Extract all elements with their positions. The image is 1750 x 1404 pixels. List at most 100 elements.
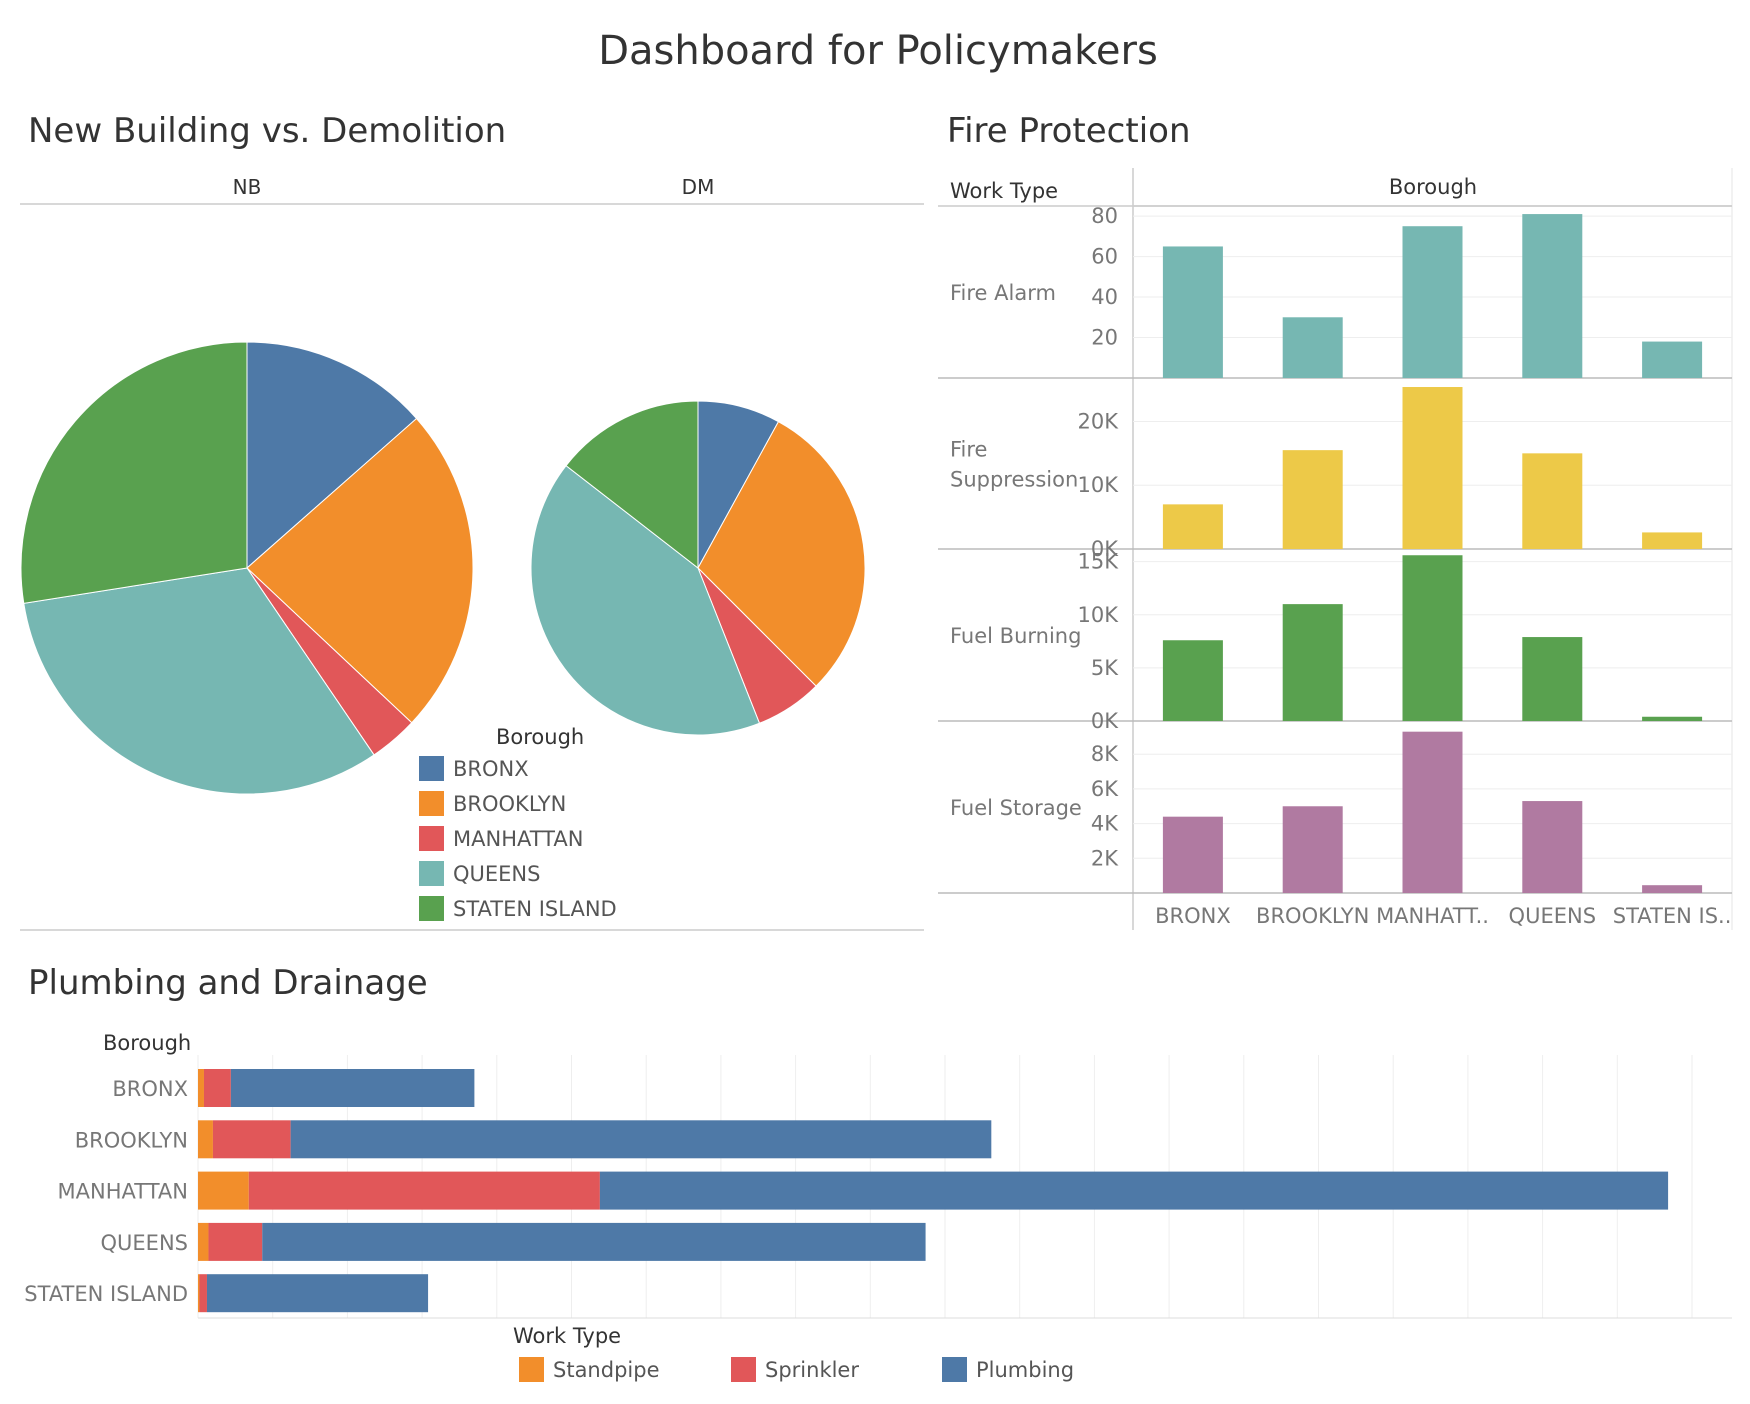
fire-section-title: Fire Protection	[947, 111, 1191, 151]
legend-label-manhattan: MANHATTAN	[453, 827, 583, 851]
fire-tick-fuel-storage-8k: 8K	[1091, 742, 1119, 766]
fire-bar-fuel-burning-brooklyn	[1282, 604, 1343, 721]
legend-swatch-standpipe	[519, 1357, 544, 1382]
plumbing-row-label-bronx: BRONX	[112, 1077, 188, 1101]
fire-bar-fire-suppression-bronx	[1162, 504, 1223, 549]
fire-bar-fire-suppression-staten-is	[1642, 532, 1703, 549]
fire-row-label-fire-suppression-line-0: Fire	[950, 438, 987, 462]
pie-nb-header: NB	[233, 175, 262, 199]
fire-bar-fuel-storage-manhatt	[1402, 731, 1463, 893]
plumbing-row-label-queens: QUEENS	[101, 1231, 188, 1255]
dashboard-title: Dashboard for Policymakers	[598, 28, 1158, 74]
work-type-legend: Work Type Standpipe Sprinkler Plumbing	[513, 1324, 1074, 1382]
fire-tick-fire-alarm-60: 60	[1091, 245, 1118, 269]
legend-swatch-staten-island	[419, 896, 444, 921]
fire-bar-fire-alarm-manhatt	[1402, 226, 1463, 378]
fire-tick-fuel-burning-10k: 10K	[1078, 603, 1120, 627]
legend-swatch-plumbing	[942, 1357, 967, 1382]
fire-tick-fuel-burning-15k: 15K	[1078, 550, 1120, 574]
fire-bar-fire-alarm-staten-is	[1642, 341, 1703, 378]
pie-slice-nb-bronx	[246, 341, 418, 570]
plumbing-labels: BRONX BROOKLYN MANHATTAN QUEENS STATEN ISLAN…	[24, 1077, 188, 1306]
fire-tick-fuel-burning-5k: 5K	[1091, 656, 1119, 680]
pie-slice-dm-brooklyn	[697, 420, 866, 687]
borough-legend-title: Borough	[496, 725, 584, 749]
legend-swatch-manhattan	[419, 826, 444, 851]
plumbing-bars	[198, 1069, 1669, 1313]
fire-x-label-staten-is: STATEN IS..	[1613, 904, 1732, 928]
plumbing-bar-staten-island-standpipe	[198, 1274, 200, 1313]
plumbing-bar-bronx-sprinkler	[203, 1069, 231, 1107]
plumbing-section: Plumbing and Drainage Borough BRONX BROOK…	[24, 963, 1732, 1382]
plumbing-bar-brooklyn-sprinkler	[212, 1120, 291, 1159]
fire-bar-fuel-storage-brooklyn	[1282, 806, 1343, 893]
fire-bar-fire-suppression-manhatt	[1402, 387, 1463, 549]
fire-tick-fire-suppression-20k: 20K	[1078, 409, 1120, 433]
fire-x-label-bronx: BRONX	[1155, 904, 1231, 928]
fire-bar-fire-alarm-brooklyn	[1282, 317, 1343, 378]
fire-bar-fuel-storage-staten-is	[1642, 885, 1703, 893]
plumbing-bar-bronx-standpipe	[198, 1069, 204, 1107]
plumbing-bar-queens-plumbing	[262, 1222, 926, 1261]
plumbing-row-label-brooklyn: BROOKLYN	[75, 1128, 188, 1152]
plumbing-bar-brooklyn-standpipe	[198, 1120, 213, 1159]
legend-label-brooklyn: BROOKLYN	[453, 792, 566, 816]
plumbing-bar-staten-island-sprinkler	[199, 1274, 207, 1313]
fire-tick-fuel-storage-2k: 2K	[1091, 846, 1119, 870]
fire-tick-fuel-storage-6k: 6K	[1091, 777, 1119, 801]
fire-bar-fire-alarm-queens	[1522, 214, 1583, 378]
plumbing-row-label-manhattan: MANHATTAN	[58, 1180, 188, 1204]
pie-nb	[20, 341, 474, 795]
legend-label-bronx: BRONX	[453, 757, 529, 781]
work-type-legend-title: Work Type	[513, 1324, 621, 1348]
fire-bars	[1162, 214, 1703, 893]
fire-tick-fuel-burning-0k: 0K	[1091, 709, 1119, 733]
fire-bar-fire-suppression-queens	[1522, 453, 1583, 549]
fire-tick-fire-alarm-20: 20	[1091, 326, 1118, 350]
pie-slice-dm-queens	[530, 464, 761, 736]
plumbing-borough-header: Borough	[103, 1031, 191, 1055]
fire-tick-fire-alarm-40: 40	[1091, 285, 1118, 309]
legend-swatch-queens	[419, 861, 444, 886]
fire-row-header: Work Type	[950, 179, 1058, 203]
fire-section: Fire Protection Work Type Borough 20 40 60…	[938, 111, 1733, 930]
fire-bar-fuel-burning-queens	[1522, 637, 1583, 721]
fire-row-label-fuel-burning: Fuel Burning	[950, 624, 1081, 648]
legend-label-queens: QUEENS	[453, 862, 540, 886]
pie-section: New Building vs. Demolition NB DM Boroug…	[20, 111, 924, 931]
fire-bar-fuel-burning-staten-is	[1642, 716, 1703, 721]
plumbing-bar-manhattan-sprinkler	[248, 1171, 600, 1210]
fire-tick-fuel-storage-4k: 4K	[1091, 812, 1119, 836]
fire-x-label-manhatt: MANHATT..	[1376, 904, 1489, 928]
fire-row-label-fire-suppression-line-1: Suppression	[950, 468, 1078, 492]
fire-tick-fire-suppression-10k: 10K	[1078, 473, 1120, 497]
pie-slice-dm-staten-island	[565, 400, 699, 570]
legend-label-sprinkler: Sprinkler	[765, 1358, 859, 1382]
legend-label-staten-island: STATEN ISLAND	[453, 897, 617, 921]
plumbing-row-label-staten-island: STATEN ISLAND	[24, 1282, 188, 1306]
pie-slice-nb-staten-island	[20, 341, 248, 604]
fire-bar-fuel-storage-bronx	[1162, 816, 1223, 893]
plumbing-bar-bronx-plumbing	[230, 1069, 475, 1107]
fire-tick-fire-suppression-0k: 0K	[1091, 537, 1119, 561]
plumbing-bar-queens-standpipe	[198, 1222, 209, 1261]
fire-bar-fuel-storage-queens	[1522, 801, 1583, 893]
fire-tick-fire-alarm-80: 80	[1091, 204, 1118, 228]
fire-row-label-fuel-storage: Fuel Storage	[950, 796, 1082, 820]
fire-row-label-fire-alarm: Fire Alarm	[950, 281, 1056, 305]
plumbing-bar-queens-sprinkler	[208, 1222, 263, 1261]
plumbing-bar-manhattan-standpipe	[198, 1171, 249, 1210]
borough-legend: Borough BRONX BROOKLYN MANHATTAN QUEENS STAT…	[419, 725, 617, 921]
fire-labels: 20 40 60 80 Fire Alarm 0K 10K 20K Fire Suppressio…	[950, 204, 1731, 928]
pie-dm-header: DM	[682, 175, 715, 199]
plumbing-bar-manhattan-plumbing	[599, 1171, 1669, 1210]
legend-swatch-bronx	[419, 756, 444, 781]
plumbing-bar-brooklyn-plumbing	[290, 1120, 992, 1159]
pie-slice-nb-queens	[23, 567, 375, 795]
plumbing-section-title: Plumbing and Drainage	[28, 963, 428, 1003]
fire-column-header: Borough	[1389, 175, 1477, 199]
legend-label-plumbing: Plumbing	[976, 1358, 1074, 1382]
legend-swatch-brooklyn	[419, 791, 444, 816]
